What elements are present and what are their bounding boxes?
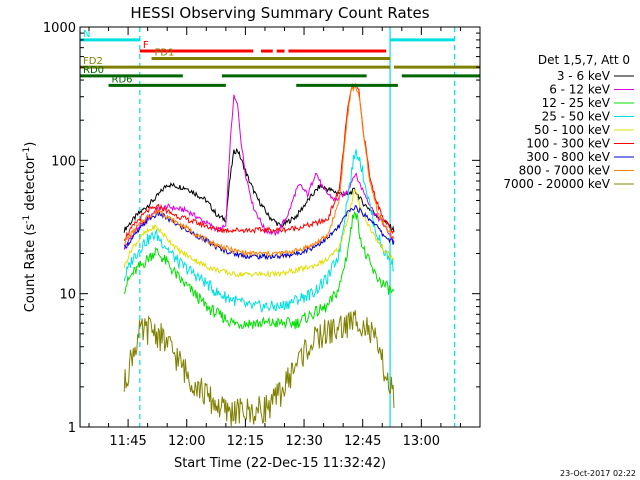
flag-label: F bbox=[143, 40, 149, 51]
series-line bbox=[124, 205, 395, 261]
x-axis: 11:45 12:00 12:15 12:30 12:45 13:00 bbox=[88, 27, 481, 449]
y-tick-label: 1 bbox=[68, 421, 76, 436]
legend-header: Det 1,5,7, Att 0 bbox=[538, 53, 630, 67]
legend-label: 100 - 300 keV bbox=[526, 137, 610, 151]
series-line bbox=[123, 149, 395, 313]
legend-label: 25 - 50 keV bbox=[542, 110, 611, 124]
flag-label: FD1 bbox=[155, 48, 175, 59]
flag-label: FD2 bbox=[83, 56, 103, 67]
flag-label: RD0 bbox=[83, 65, 104, 76]
y-axis: 1 10 100 1000 bbox=[43, 21, 480, 436]
x-tick-label: 13:00 bbox=[403, 434, 440, 449]
legend-label: 300 - 800 keV bbox=[526, 150, 610, 164]
legend-label: 3 - 6 keV bbox=[557, 69, 611, 83]
series-line bbox=[123, 188, 395, 278]
x-tick-label: 12:15 bbox=[227, 434, 264, 449]
legend-label: 7000 - 20000 keV bbox=[503, 177, 610, 191]
y-axis-label-part: ) bbox=[23, 142, 38, 147]
y-axis-label-part: Count Rate (s bbox=[23, 224, 38, 313]
x-tick-label: 12:45 bbox=[344, 434, 381, 449]
footer-timestamp: 23-Oct-2017 02:22 bbox=[560, 469, 636, 478]
y-tick-label: 10 bbox=[59, 288, 76, 303]
legend-label: 50 - 100 keV bbox=[534, 123, 611, 137]
x-tick-label: 11:45 bbox=[109, 434, 146, 449]
legend-label: 12 - 25 keV bbox=[542, 96, 611, 110]
legend-label: 6 - 12 keV bbox=[549, 83, 611, 97]
y-axis-label-part: detector bbox=[23, 155, 38, 215]
series-line bbox=[123, 310, 395, 427]
flag-label: N bbox=[83, 29, 90, 40]
legend-label: 800 - 7000 keV bbox=[519, 164, 611, 178]
y-tick-label: 1000 bbox=[43, 21, 76, 36]
chart-title: HESSI Observing Summary Count Rates bbox=[130, 4, 429, 22]
series-line bbox=[123, 94, 395, 250]
y-axis-label-sup: -1 bbox=[22, 215, 32, 224]
x-axis-label: Start Time (22-Dec-15 11:32:42) bbox=[174, 456, 386, 471]
plot-frame bbox=[79, 26, 481, 428]
series-line bbox=[123, 211, 395, 330]
y-axis-label-sup: -1 bbox=[22, 147, 32, 156]
series-line bbox=[123, 82, 395, 241]
series-line bbox=[123, 84, 395, 258]
y-tick-label: 100 bbox=[51, 154, 76, 169]
flag-label: RD6 bbox=[112, 74, 133, 85]
y-axis-label: Count Rate (s-1 detector-1) bbox=[22, 142, 38, 313]
x-tick-label: 12:30 bbox=[285, 434, 322, 449]
x-tick-label: 12:00 bbox=[168, 434, 205, 449]
